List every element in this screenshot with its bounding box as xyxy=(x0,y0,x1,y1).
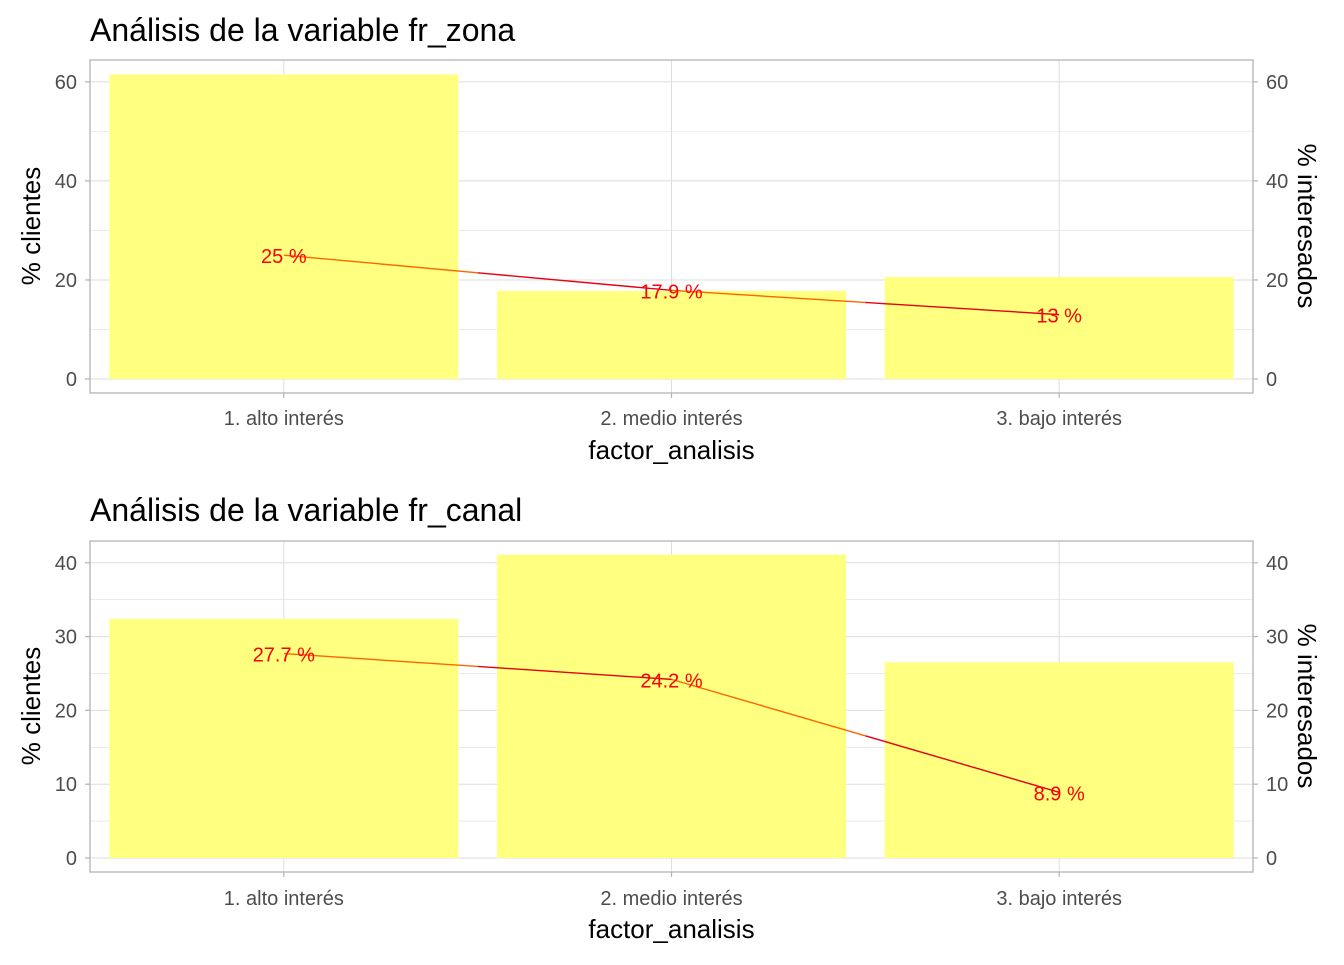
y-axis-label-right: % interesados xyxy=(1292,144,1322,309)
bar-3 xyxy=(885,662,1234,858)
data-label-1: 27.7 % xyxy=(253,645,315,667)
chart-title: Análisis de la variable fr_zona xyxy=(90,12,515,48)
y-tick-label-left: 30 xyxy=(55,627,77,649)
x-tick-label-3: 3. bajo interés xyxy=(996,888,1122,910)
y-tick-label-right: 40 xyxy=(1266,171,1288,193)
bar-1 xyxy=(109,74,458,379)
x-tick-label-2: 2. medio interés xyxy=(600,888,742,910)
data-label-2: 17.9 % xyxy=(640,281,702,303)
data-label-3: 13 % xyxy=(1036,306,1082,328)
x-axis-label: factor_analisis xyxy=(588,914,754,944)
y-tick-label-left: 20 xyxy=(55,700,77,722)
bar-3 xyxy=(885,277,1234,379)
y-tick-label-right: 10 xyxy=(1266,774,1288,796)
y-axis-label-left: % clientes xyxy=(16,167,46,286)
y-tick-label-right: 30 xyxy=(1266,627,1288,649)
x-tick-label-2: 2. medio interés xyxy=(600,408,742,430)
y-tick-label-left: 40 xyxy=(55,553,77,575)
y-tick-label-right: 0 xyxy=(1266,848,1277,870)
y-tick-label-right: 20 xyxy=(1266,270,1288,292)
y-tick-label-left: 0 xyxy=(66,369,77,391)
y-tick-label-right: 40 xyxy=(1266,553,1288,575)
y-tick-label-left: 10 xyxy=(55,774,77,796)
data-label-1: 25 % xyxy=(261,246,307,268)
y-tick-label-left: 60 xyxy=(55,72,77,94)
bar-2 xyxy=(497,291,846,379)
chart-title: Análisis de la variable fr_canal xyxy=(90,492,522,528)
chart-panel-2: 27.7 % 24.2 % 8.9 % 0 0 10 10 20 20 30 30 40 40 1. al… xyxy=(16,492,1322,944)
y-axis-label-left: % clientes xyxy=(16,647,46,766)
y-tick-label-right: 20 xyxy=(1266,700,1288,722)
y-tick-label-right: 60 xyxy=(1266,72,1288,94)
y-tick-label-right: 0 xyxy=(1266,369,1277,391)
y-axis-label-right: % interesados xyxy=(1292,624,1322,789)
y-tick-label-left: 40 xyxy=(55,171,77,193)
data-label-2: 24.2 % xyxy=(640,670,702,692)
x-tick-label-3: 3. bajo interés xyxy=(996,408,1122,430)
x-axis-label: factor_analisis xyxy=(588,435,754,465)
data-label-3: 8.9 % xyxy=(1034,783,1085,805)
y-tick-label-left: 20 xyxy=(55,270,77,292)
bar-2 xyxy=(497,555,846,858)
x-tick-label-1: 1. alto interés xyxy=(224,408,344,430)
x-tick-label-1: 1. alto interés xyxy=(224,888,344,910)
y-tick-label-left: 0 xyxy=(66,848,77,870)
chart-panel-1: 25 % 17.9 % 13 % 0 0 20 20 40 40 60 60 1. alto inte… xyxy=(16,12,1322,465)
